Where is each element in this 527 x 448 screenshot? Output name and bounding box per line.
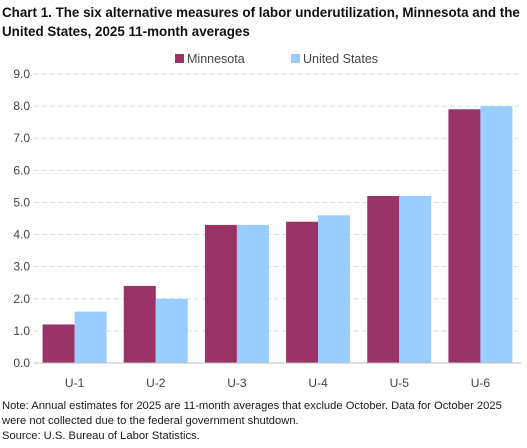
y-tick-label: 0.0 [13, 356, 30, 370]
y-tick-label: 8.0 [13, 99, 30, 113]
x-tick-label: U-3 [227, 376, 247, 390]
bar-united-states-u-1 [74, 311, 107, 363]
bar-united-states-u-4 [318, 215, 351, 363]
y-tick-label: 5.0 [13, 195, 30, 209]
chart-note: Note: Annual estimates for 2025 are 11-m… [2, 400, 502, 427]
x-axis-tick-labels: U-1 U-2 U-3 U-4 U-5 U-6 [65, 376, 490, 390]
bar-minnesota-u-6 [448, 109, 481, 363]
bar-united-states-u-3 [236, 224, 269, 363]
y-tick-label: 7.0 [13, 131, 30, 145]
chart-title: Chart 1. The six alternative measures of… [2, 5, 520, 39]
bar-minnesota-u-5 [367, 196, 400, 363]
bar-united-states-u-6 [480, 106, 513, 363]
x-tick-label: U-4 [308, 376, 328, 390]
bar-minnesota-u-4 [286, 221, 319, 363]
y-tick-label: 9.0 [13, 67, 30, 81]
y-tick-label: 3.0 [13, 260, 30, 274]
y-tick-label: 4.0 [13, 228, 30, 242]
gridlines [34, 73, 521, 332]
bar-chart: 0.0 1.0 2.0 3.0 4.0 5.0 6.0 7.0 8.0 9.0 U-1 U-2 U-3… [13, 52, 521, 390]
legend-swatch [175, 54, 184, 63]
legend: Minnesota United States [175, 52, 378, 66]
y-tick-label: 6.0 [13, 163, 30, 177]
y-tick-label: 2.0 [13, 292, 30, 306]
bar-united-states-u-2 [155, 298, 188, 363]
bar-minnesota-u-2 [123, 285, 156, 363]
legend-label: Minnesota [187, 52, 245, 66]
bar-minnesota-u-3 [204, 224, 237, 363]
legend-swatch [291, 54, 300, 63]
bar-united-states-u-5 [399, 196, 432, 363]
bars [42, 106, 513, 363]
x-tick-label: U-6 [471, 376, 491, 390]
x-tick-label: U-1 [65, 376, 85, 390]
y-tick-label: 1.0 [13, 324, 30, 338]
x-tick-label: U-2 [146, 376, 166, 390]
legend-label: United States [303, 52, 378, 66]
y-axis-tick-labels: 0.0 1.0 2.0 3.0 4.0 5.0 6.0 7.0 8.0 9.0 [13, 67, 30, 370]
x-tick-label: U-5 [390, 376, 410, 390]
chart-source: Source: U.S. Bureau of Labor Statistics. [2, 430, 200, 442]
bar-minnesota-u-1 [42, 324, 75, 363]
